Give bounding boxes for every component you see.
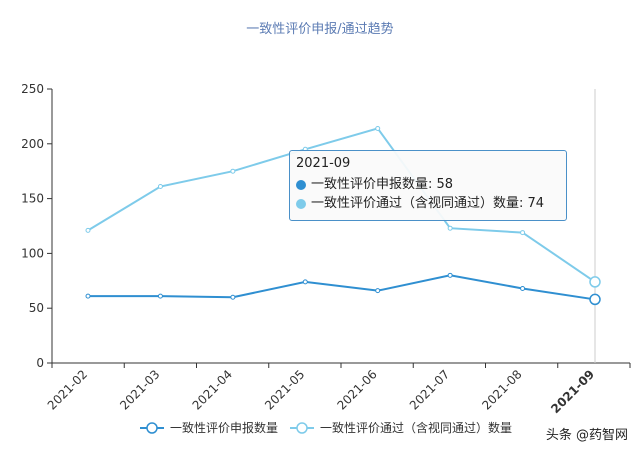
- series-0-point-6: [520, 285, 526, 291]
- series-line-0: [88, 274, 596, 301]
- x-tick-label-0: 2021-02: [45, 367, 90, 412]
- y-tick-label-2: 100: [21, 246, 44, 260]
- legend-marker-0: [146, 422, 158, 434]
- x-tick-label-2: 2021-04: [190, 367, 235, 412]
- x-tick-label-5: 2021-07: [407, 367, 452, 412]
- series-1-point-1: [157, 184, 163, 190]
- tooltip-row-applications: 一致性评价申报数量: 58: [296, 175, 560, 194]
- tooltip-header: 2021-09: [296, 156, 351, 171]
- series-0-point-5: [447, 272, 453, 278]
- series-0-point-7: [589, 293, 601, 306]
- series-0-point-0: [85, 293, 91, 299]
- series-1-point-0: [85, 227, 91, 233]
- legend-label-0: 一致性评价申报数量: [170, 420, 278, 435]
- x-tick-label-4: 2021-06: [334, 367, 379, 412]
- series-0-point-3: [302, 279, 308, 285]
- series-1-point-2: [230, 168, 236, 174]
- series-1-point-6: [520, 230, 526, 236]
- x-tick-label-1: 2021-03: [117, 367, 162, 412]
- x-tick-label-6: 2021-08: [479, 367, 524, 412]
- series-line-1: [87, 127, 596, 283]
- tooltip-label-approvals: 一致性评价通过（含视同通过）数量: 74: [311, 196, 545, 211]
- y-tick-label-3: 150: [21, 192, 44, 206]
- series-1-point-5: [447, 225, 453, 231]
- y-tick-label-4: 200: [21, 137, 44, 151]
- tooltip: 2021-09 一致性评价申报数量: 58 一致性评价通过（含视同通过）数量: …: [289, 150, 567, 221]
- legend-label-1: 一致性评价通过（含视同通过）数量: [320, 420, 512, 435]
- y-tick-label-5: 250: [21, 82, 44, 96]
- tooltip-row-approvals: 一致性评价通过（含视同通过）数量: 74: [296, 194, 560, 213]
- tooltip-dot-applications: [296, 179, 306, 190]
- series-0-point-2: [230, 294, 236, 300]
- series-1-point-7: [589, 276, 601, 288]
- tooltip-label-applications: 一致性评价申报数量: 58: [311, 177, 454, 192]
- x-tick-label-3: 2021-05: [262, 367, 307, 412]
- series-0-point-1: [157, 293, 163, 299]
- tooltip-dot-approvals: [296, 198, 306, 209]
- x-tick-label-7: 2021-09: [548, 367, 597, 416]
- chart-title: 一致性评价申报/通过趋势: [246, 22, 394, 37]
- watermark: 头条 @药智网: [545, 428, 628, 443]
- y-tick-label-1: 50: [29, 301, 44, 315]
- series-1-point-4: [375, 125, 381, 131]
- y-tick-label-0: 0: [36, 356, 44, 370]
- legend-marker-1: [296, 422, 308, 434]
- series-0-point-4: [375, 288, 381, 294]
